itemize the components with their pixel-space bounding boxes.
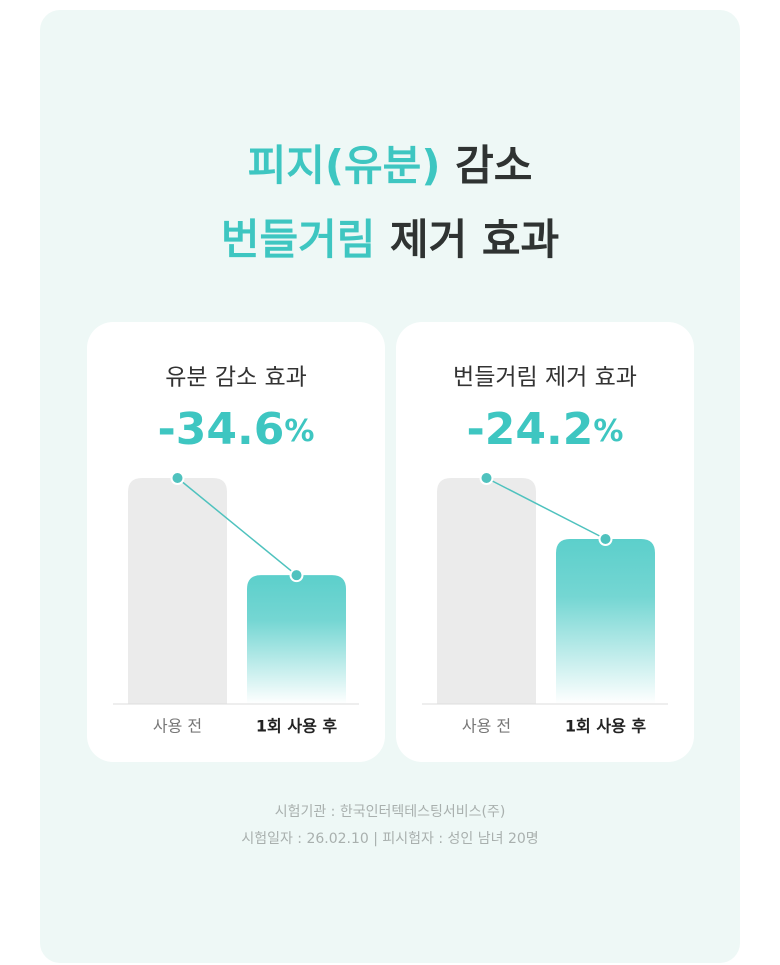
point bbox=[289, 568, 304, 583]
point bbox=[479, 471, 494, 485]
x-tick-label: 사용 전 bbox=[153, 717, 202, 736]
footer-note: 시험일자 : 26.02.10 | 피시험자 : 성인 남녀 20명 bbox=[241, 831, 538, 847]
point bbox=[170, 471, 185, 485]
bar bbox=[556, 539, 655, 704]
bar bbox=[128, 478, 227, 704]
title-line: 피지(유분) 감소 bbox=[248, 141, 533, 190]
change-value: -24.2% bbox=[467, 404, 624, 455]
x-tick-label: 1회 사용 후 bbox=[256, 717, 337, 736]
change-number: -34.6 bbox=[158, 404, 285, 455]
change-unit: % bbox=[593, 414, 623, 449]
x-tick-label: 사용 전 bbox=[462, 717, 511, 736]
title-text: 감소 bbox=[455, 141, 532, 190]
point bbox=[598, 532, 613, 547]
bar bbox=[247, 575, 346, 704]
title-text: 제거 효과 bbox=[390, 215, 559, 264]
change-unit: % bbox=[284, 414, 314, 449]
title-highlight: 피지(유분) bbox=[248, 141, 441, 190]
title-line: 번들거림 제거 효과 bbox=[221, 215, 559, 264]
change-number: -24.2 bbox=[467, 404, 594, 455]
trend-line bbox=[177, 477, 297, 576]
trend-line bbox=[486, 477, 606, 540]
chart-title: 번들거림 제거 효과 bbox=[453, 365, 637, 391]
bar bbox=[437, 478, 536, 704]
x-tick-label: 1회 사용 후 bbox=[565, 717, 646, 736]
chart-title: 유분 감소 효과 bbox=[165, 365, 307, 391]
change-value: -34.6% bbox=[158, 404, 315, 455]
footer-note: 시험기관 : 한국인터텍테스팅서비스(주) bbox=[275, 804, 506, 820]
title-highlight: 번들거림 bbox=[221, 215, 376, 264]
